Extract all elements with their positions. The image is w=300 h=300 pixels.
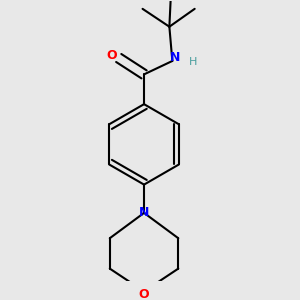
Text: O: O xyxy=(107,49,118,62)
Text: O: O xyxy=(139,288,149,300)
Text: H: H xyxy=(189,58,197,68)
Text: N: N xyxy=(139,206,149,219)
Text: N: N xyxy=(169,52,180,64)
